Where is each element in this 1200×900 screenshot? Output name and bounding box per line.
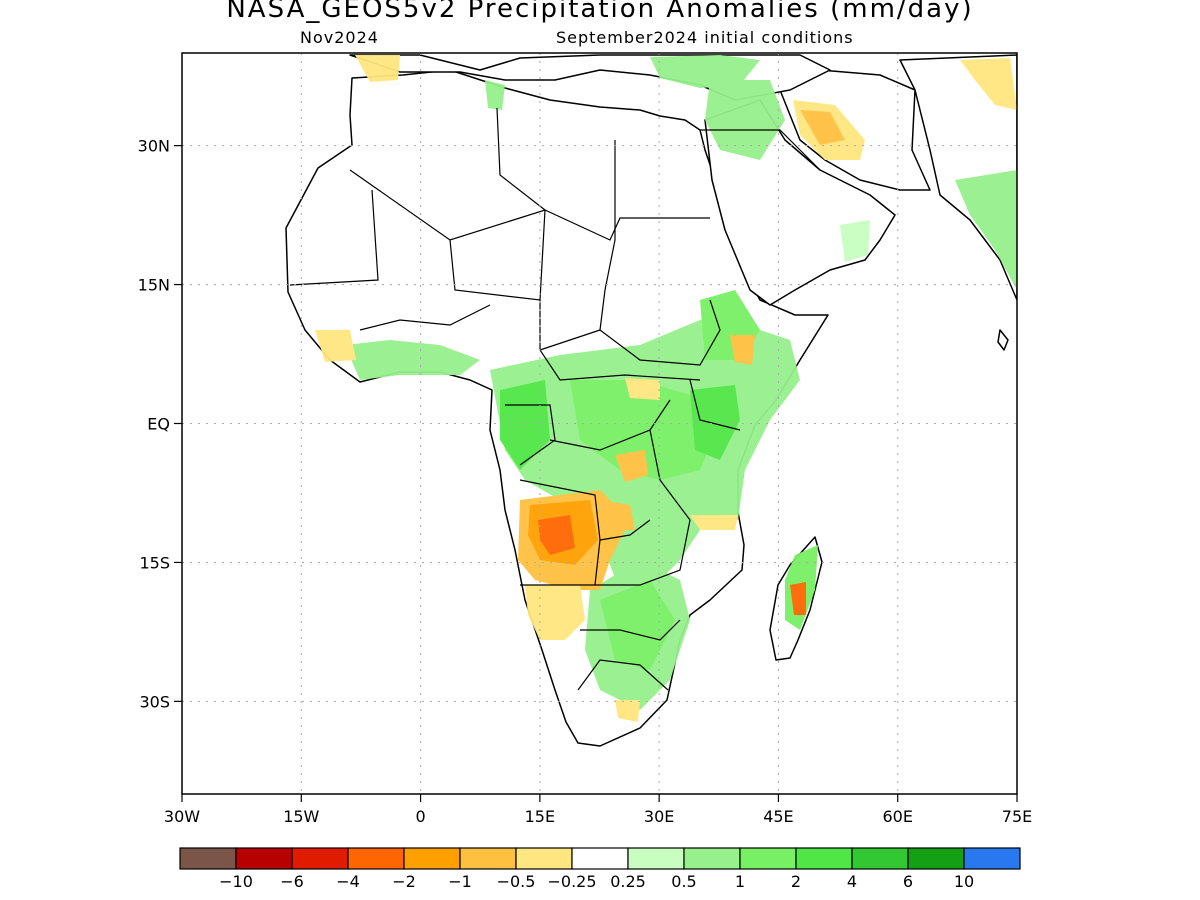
lon-tick-label: 0 [415,807,425,826]
initial-conditions: September2024 initial conditions [556,28,854,47]
colorbar-swatch [515,847,573,870]
colorbar-labels: −10 −6 −4 −2 −1 −0.5 −0.25 0.25 0.5 1 2 4 6 10 [219,872,974,891]
colorbar-label: −2 [392,872,416,891]
colorbar-swatch [907,847,965,870]
colorbar-swatch [571,847,629,870]
colorbar-label: −0.25 [547,872,596,891]
lat-tick-label: EQ [147,415,170,434]
colorbar-swatch [179,847,237,870]
colorbar-label: −0.5 [497,872,536,891]
map-title: NASA_GEOS5v2 Precipitation Anomalies (mm… [226,0,974,24]
colorbar-swatch [963,847,1021,870]
colorbar-label: −10 [219,872,253,891]
map-area [182,53,1017,794]
colorbar-label: 4 [847,872,857,891]
country-borders [289,107,821,691]
colorbar-label: 0.25 [610,872,646,891]
colorbar-label: 1 [735,872,745,891]
colorbar-swatch [795,847,853,870]
colorbar-label: 10 [954,872,974,891]
colorbar-label: 6 [903,872,913,891]
colorbar-swatch [851,847,909,870]
colorbar-swatch [403,847,461,870]
sri-lanka [997,329,1009,351]
lon-tick-label: 15W [283,807,319,826]
anomaly-shading [315,55,1017,722]
colorbar-swatch [347,847,405,870]
colorbar-swatch [739,847,797,870]
colorbar [179,847,1021,870]
colorbar-swatch [235,847,293,870]
lon-tick-label: 45E [763,807,793,826]
colorbar-label: 0.5 [671,872,696,891]
lon-tick-label: 30W [164,807,200,826]
lon-tick-label: 75E [1002,807,1032,826]
colorbar-swatch [459,847,517,870]
colorbar-swatch [683,847,741,870]
lon-tick-label: 15E [525,807,555,826]
latitude-axis: 30N 15N EQ 15S 30S [138,137,182,711]
lon-tick-label: 60E [882,807,912,826]
graticule [182,53,1017,794]
colorbar-label: −4 [336,872,360,891]
colorbar-swatch [627,847,685,870]
colorbar-label: −1 [448,872,472,891]
lon-tick-label: 30E [644,807,674,826]
colorbar-label: 2 [791,872,801,891]
longitude-axis: 30W 15W 0 15E 30E 45E 60E 75E [164,794,1032,826]
lat-tick-label: 15N [138,276,170,295]
lat-tick-label: 15S [139,553,170,572]
colorbar-label: −6 [280,872,304,891]
colorbar-swatch [291,847,349,870]
forecast-month: Nov2024 [300,28,379,47]
lat-tick-label: 30S [139,692,170,711]
lat-tick-label: 30N [138,137,170,156]
